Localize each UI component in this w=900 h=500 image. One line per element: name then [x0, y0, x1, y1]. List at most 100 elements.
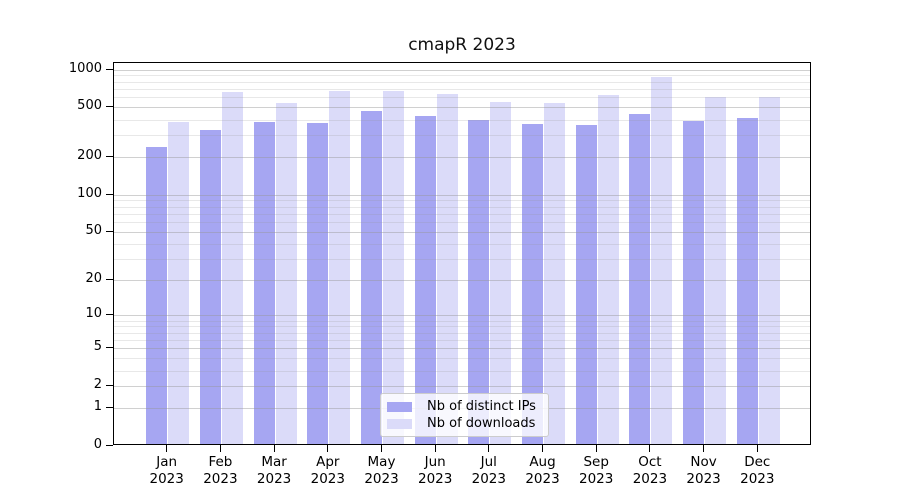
x-tick-label-year: 2023	[203, 471, 238, 487]
x-tick-label-year: 2023	[364, 471, 399, 487]
x-tick-label-month: May	[367, 454, 396, 470]
x-tick-label: May 2023	[350, 454, 414, 488]
y-tick	[106, 279, 113, 281]
bar-distinct-ips	[199, 129, 221, 444]
bar-distinct-ips	[683, 120, 705, 444]
bar-downloads	[705, 96, 727, 444]
x-tick-label-year: 2023	[740, 471, 775, 487]
x-tick-label-month: Jun	[424, 454, 446, 470]
bar-distinct-ips	[414, 115, 436, 444]
x-tick	[542, 445, 543, 452]
y-tick-label: 0	[93, 437, 102, 452]
bar-distinct-ips	[468, 119, 490, 444]
legend: Nb of distinct IPs Nb of downloads	[380, 393, 549, 437]
x-tick	[166, 445, 168, 452]
x-tick-label-year: 2023	[149, 471, 184, 487]
x-tick	[219, 445, 221, 452]
bar-distinct-ips	[307, 123, 329, 444]
chart-title: cmapR 2023	[408, 35, 516, 55]
y-tick	[106, 106, 113, 108]
x-tick-label-year: 2023	[256, 471, 292, 487]
x-tick-label-month: Jan	[156, 454, 178, 470]
x-tick	[649, 445, 651, 452]
x-tick-label-month: Feb	[208, 454, 233, 470]
bar-distinct-ips	[146, 147, 168, 444]
y-tick-label: 200	[77, 148, 102, 164]
y-tick-label: 5	[93, 339, 102, 355]
legend-item: Nb of distinct IPs	[387, 399, 540, 414]
x-tick	[434, 445, 436, 452]
x-tick-label-month: Apr	[316, 454, 340, 470]
x-tick-label-month: Mar	[261, 454, 287, 470]
x-tick-label: Apr 2023	[296, 454, 360, 488]
x-tick-label-year: 2023	[579, 471, 614, 487]
bar-distinct-ips	[253, 121, 275, 444]
x-tick-label-month: Sep	[583, 454, 609, 470]
legend-swatch	[387, 401, 412, 412]
x-tick-label: Dec 2023	[725, 454, 789, 488]
y-tick-label: 2	[93, 377, 102, 393]
x-tick-label-year: 2023	[632, 471, 668, 487]
bar-downloads	[597, 94, 619, 444]
plot-area: Nb of distinct IPs Nb of downloads	[113, 62, 811, 445]
y-tick-label: 1	[93, 399, 102, 415]
y-tick	[106, 445, 113, 446]
x-tick-label: Feb 2023	[188, 454, 252, 488]
x-tick-label: Jan 2023	[135, 454, 199, 488]
x-tick-label: Aug 2023	[511, 454, 575, 488]
legend-swatch	[387, 418, 412, 429]
x-tick-label-month: Nov	[690, 454, 717, 470]
x-tick	[595, 445, 597, 452]
x-tick-label: Mar 2023	[242, 454, 306, 488]
bar-distinct-ips	[575, 124, 597, 444]
y-tick-label: 1000	[68, 60, 102, 76]
y-tick	[106, 193, 113, 195]
y-tick	[106, 314, 113, 316]
x-tick-label: Oct 2023	[618, 454, 682, 488]
x-tick-label-year: 2023	[471, 471, 506, 487]
legend-label: Nb of distinct IPs	[427, 399, 536, 414]
bar-downloads	[275, 102, 297, 444]
x-tick	[327, 445, 329, 452]
bar-distinct-ips	[736, 117, 758, 444]
y-tick	[106, 407, 113, 409]
bar-downloads	[758, 96, 780, 444]
bar-distinct-ips	[361, 111, 382, 444]
bar-distinct-ips	[629, 113, 651, 444]
bar-distinct-ips	[522, 124, 543, 444]
bar-downloads	[490, 102, 512, 444]
x-tick-label-month: Aug	[529, 454, 556, 470]
bar-downloads	[544, 102, 565, 444]
x-tick	[488, 445, 490, 452]
bar-downloads	[383, 90, 404, 444]
x-tick-label-month: Jul	[480, 454, 497, 470]
x-tick-label-year: 2023	[525, 471, 560, 487]
legend-label: Nb of downloads	[427, 416, 536, 431]
x-tick-label-month: Dec	[744, 454, 771, 470]
bar-downloads	[221, 91, 243, 444]
x-tick	[703, 445, 705, 452]
legend-item: Nb of downloads	[387, 416, 540, 431]
y-tick-label: 20	[85, 271, 102, 287]
y-tick	[106, 156, 113, 158]
y-tick-label: 100	[77, 185, 102, 201]
bar-downloads	[168, 121, 190, 444]
y-tick-label: 10	[85, 306, 102, 322]
x-tick-label-year: 2023	[686, 471, 721, 487]
x-tick-label: Jun 2023	[403, 454, 467, 488]
bar-downloads	[329, 91, 351, 444]
bars-layer	[114, 63, 810, 444]
y-tick	[106, 230, 113, 232]
x-tick	[756, 445, 758, 452]
x-tick	[381, 445, 382, 452]
y-tick	[106, 347, 113, 349]
y-tick	[106, 385, 113, 387]
y-tick	[106, 68, 113, 70]
bar-downloads	[436, 93, 458, 444]
x-tick-label-year: 2023	[310, 471, 345, 487]
x-tick-label: Sep 2023	[564, 454, 628, 488]
x-tick-label-year: 2023	[418, 471, 453, 487]
x-tick-label-month: Oct	[638, 454, 662, 470]
y-tick-label: 50	[85, 222, 102, 238]
